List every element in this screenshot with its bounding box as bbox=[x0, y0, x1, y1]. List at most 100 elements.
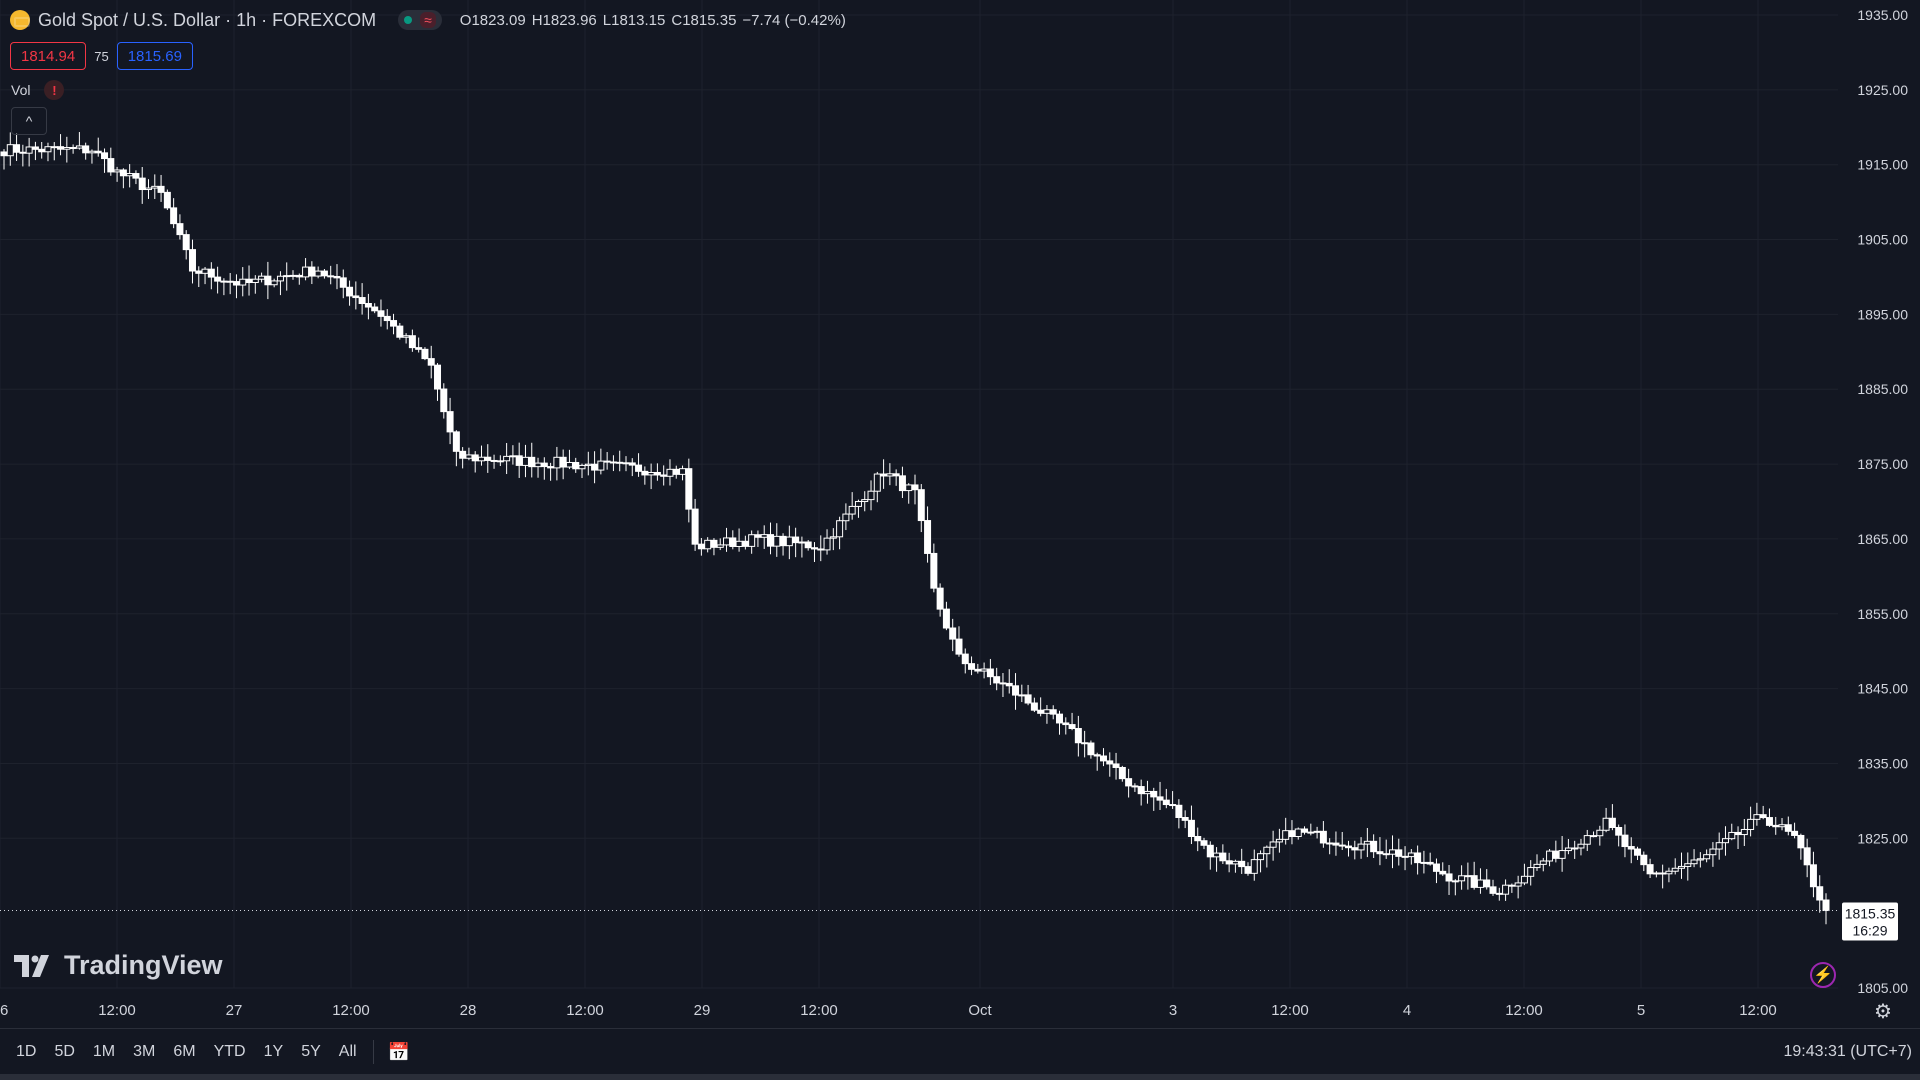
volume-indicator-legend[interactable]: Vol ! bbox=[11, 80, 65, 100]
candle-body bbox=[1275, 838, 1283, 843]
range-3m[interactable]: 3M bbox=[133, 1043, 156, 1060]
range-all[interactable]: All bbox=[338, 1043, 357, 1060]
candle-body bbox=[132, 173, 140, 179]
toolbar-divider bbox=[372, 1040, 374, 1064]
candle-body bbox=[1131, 785, 1139, 788]
change-value: −7.74 (−0.42%) bbox=[742, 11, 846, 29]
candle-body bbox=[1200, 840, 1208, 846]
candle-body bbox=[591, 463, 599, 471]
candle-body bbox=[547, 466, 555, 469]
symbol-header: Gold Spot / U.S. Dollar · 1h · FOREXCOM … bbox=[10, 8, 846, 32]
candle-body bbox=[63, 147, 71, 150]
candle-body bbox=[496, 460, 504, 463]
price-tick-label: 1825.00 bbox=[1857, 830, 1908, 846]
settings-gear-icon[interactable]: ⚙ bbox=[1874, 1001, 1892, 1023]
candle-body bbox=[1213, 852, 1221, 858]
candle-body bbox=[842, 513, 850, 522]
candle-body bbox=[415, 347, 423, 350]
candle-body bbox=[1596, 829, 1604, 837]
candle-body bbox=[1558, 850, 1566, 859]
candle-body bbox=[207, 268, 215, 278]
candle-body bbox=[1816, 886, 1824, 901]
candle-body bbox=[440, 388, 448, 413]
candle-body bbox=[1024, 694, 1032, 704]
candle-body bbox=[176, 223, 184, 236]
candle-body bbox=[1809, 864, 1817, 888]
range-1m[interactable]: 1M bbox=[92, 1043, 116, 1060]
candle-body bbox=[955, 638, 963, 655]
range-1d[interactable]: 1D bbox=[16, 1043, 37, 1060]
candle-body bbox=[1772, 824, 1780, 828]
bar-countdown-label: 16:29 bbox=[1852, 923, 1887, 939]
candle-body bbox=[993, 676, 1001, 684]
candle-body bbox=[1269, 841, 1277, 848]
candle-body bbox=[1005, 682, 1013, 687]
candle-body bbox=[1571, 847, 1579, 850]
candle-body bbox=[1112, 763, 1120, 768]
candle-body bbox=[1068, 724, 1076, 730]
candle-body bbox=[1187, 819, 1195, 837]
clock-timezone[interactable]: 19:43:31 (UTC+7) bbox=[1783, 1043, 1912, 1060]
tradingview-logo[interactable]: TradingView bbox=[14, 950, 223, 981]
candle-body bbox=[19, 151, 27, 154]
candle-body bbox=[1332, 842, 1340, 846]
candle-body bbox=[170, 207, 178, 225]
market-status[interactable]: ≈ bbox=[398, 10, 442, 30]
page-scrollbar[interactable] bbox=[0, 1074, 1920, 1080]
buy-price-button[interactable]: 1815.69 bbox=[116, 42, 193, 70]
candle-body bbox=[119, 169, 127, 177]
range-5y[interactable]: 5Y bbox=[301, 1043, 321, 1060]
collapse-legend-button[interactable]: ^ bbox=[11, 107, 47, 135]
candlestick-chart[interactable]: 1935.00 1925.00 1915.00 1905.00 1895.00 1885.… bbox=[0, 0, 1920, 1020]
candle-body bbox=[1049, 709, 1057, 715]
time-tick-label: 12:00 bbox=[566, 1002, 604, 1019]
candle-body bbox=[107, 158, 115, 173]
candle-body bbox=[924, 520, 932, 554]
candle-body bbox=[1156, 796, 1164, 801]
candle-body bbox=[182, 234, 190, 251]
sell-price-button[interactable]: 1814.94 bbox=[10, 42, 87, 70]
candle-body bbox=[232, 281, 240, 286]
high-value: 1823.96 bbox=[542, 11, 597, 29]
lightning-icon[interactable]: ⚡ bbox=[1810, 962, 1836, 988]
go-to-date-calendar-icon[interactable]: 📅 bbox=[387, 1041, 410, 1062]
candle-body bbox=[829, 536, 837, 539]
candle-body bbox=[697, 543, 705, 550]
candle-body bbox=[616, 461, 624, 464]
candle-body bbox=[528, 456, 536, 468]
range-1y[interactable]: 1Y bbox=[263, 1043, 284, 1060]
candle-body bbox=[760, 534, 768, 538]
warning-icon[interactable]: ! bbox=[44, 80, 65, 100]
time-tick-label: 12:00 bbox=[1505, 1002, 1543, 1019]
candle-body bbox=[980, 668, 988, 672]
symbol-title[interactable]: Gold Spot / U.S. Dollar · 1h · FOREXCOM bbox=[38, 9, 377, 30]
candle-body bbox=[1583, 835, 1591, 845]
range-6m[interactable]: 6M bbox=[173, 1043, 196, 1060]
price-tick-label: 1865.00 bbox=[1857, 531, 1908, 547]
candle-body bbox=[1445, 873, 1453, 882]
candle-body bbox=[848, 505, 856, 515]
candle-body bbox=[1502, 884, 1510, 895]
candle-body bbox=[1294, 828, 1302, 838]
candle-body bbox=[1759, 814, 1767, 819]
candle-body bbox=[861, 499, 869, 503]
candle-body bbox=[666, 468, 674, 477]
candle-body bbox=[1030, 702, 1038, 711]
candle-body bbox=[1401, 855, 1409, 858]
candle-body bbox=[1194, 835, 1202, 842]
tradingview-logo-icon bbox=[14, 954, 49, 977]
candle-body bbox=[477, 456, 485, 462]
candle-body bbox=[1326, 842, 1334, 845]
close-value: 1815.35 bbox=[682, 11, 737, 29]
candle-body bbox=[339, 277, 347, 288]
candle-body bbox=[1263, 846, 1271, 855]
range-5d[interactable]: 5D bbox=[54, 1043, 75, 1060]
chevron-up-icon: ^ bbox=[25, 113, 33, 129]
candle-body bbox=[1162, 799, 1170, 806]
candle-body bbox=[647, 471, 655, 476]
candle-body bbox=[1791, 830, 1799, 836]
candle-body bbox=[804, 541, 812, 549]
candle-body bbox=[295, 274, 303, 278]
candle-body bbox=[6, 144, 14, 157]
range-ytd[interactable]: YTD bbox=[213, 1043, 246, 1060]
